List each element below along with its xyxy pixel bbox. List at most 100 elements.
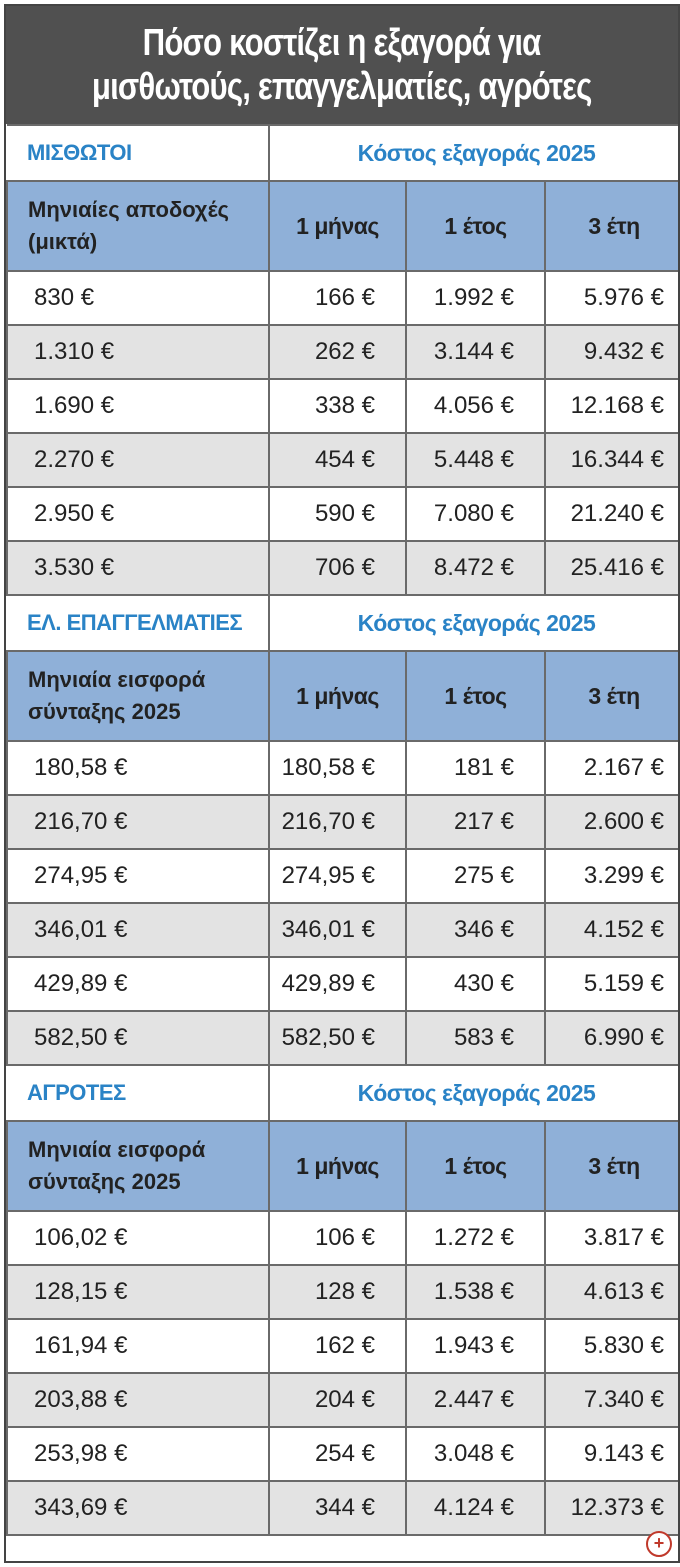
year-cost-cell: 3.144 € bbox=[405, 324, 546, 380]
year-cost-cell: 181 € bbox=[405, 740, 546, 796]
month-cost-cell: 274,95 € bbox=[268, 848, 407, 904]
base-header-line-1: Μηνιαίες αποδοχές bbox=[28, 197, 229, 222]
three-years-cost-cell: 7.340 € bbox=[544, 1372, 678, 1428]
month-cost-cell: 706 € bbox=[268, 540, 407, 596]
three-years-cost-cell: 5.976 € bbox=[544, 270, 678, 326]
base-amount-cell: 582,50 € bbox=[6, 1010, 270, 1066]
column-header-row: Μηνιαία εισφορά σύνταξης 2025 1 μήνας 1 έτο… bbox=[6, 650, 678, 742]
month-cost-cell: 106 € bbox=[268, 1210, 407, 1266]
base-amount-cell: 429,89 € bbox=[6, 956, 270, 1012]
base-amount-cell: 1.310 € bbox=[6, 324, 270, 380]
section-header-row: ΜΙΣΘΩΤΟΙ Κόστος εξαγοράς 2025 bbox=[7, 124, 678, 182]
base-amount-cell: 343,69 € bbox=[6, 1480, 270, 1536]
year-cost-cell: 8.472 € bbox=[405, 540, 546, 596]
year-cost-cell: 1.538 € bbox=[405, 1264, 546, 1320]
three-years-column-header: 3 έτη bbox=[544, 650, 678, 742]
three-years-column-header: 3 έτη bbox=[544, 1120, 678, 1212]
year-cost-cell: 1.272 € bbox=[405, 1210, 546, 1266]
column-header-row: Μηνιαίες αποδοχές (μικτά) 1 μήνας 1 έτος 3 έ… bbox=[6, 180, 678, 272]
month-column-header: 1 μήνας bbox=[268, 650, 407, 742]
three-years-column-header: 3 έτη bbox=[544, 180, 678, 272]
base-amount-cell: 3.530 € bbox=[6, 540, 270, 596]
base-amount-cell: 253,98 € bbox=[6, 1426, 270, 1482]
month-column-header: 1 μήνας bbox=[268, 1120, 407, 1212]
year-cost-cell: 430 € bbox=[405, 956, 546, 1012]
base-header-line-2: (μικτά) bbox=[28, 229, 98, 254]
base-amount-cell: 106,02 € bbox=[6, 1210, 270, 1266]
title-line-1: Πόσο κοστίζει η εξαγορά για bbox=[143, 22, 542, 64]
year-column-header: 1 έτος bbox=[405, 1120, 546, 1212]
month-cost-cell: 180,58 € bbox=[268, 740, 407, 796]
year-cost-cell: 2.447 € bbox=[405, 1372, 546, 1428]
three-years-cost-cell: 16.344 € bbox=[544, 432, 678, 488]
base-amount-cell: 346,01 € bbox=[6, 902, 270, 958]
three-years-cost-cell: 21.240 € bbox=[544, 486, 678, 542]
three-years-cost-cell: 3.817 € bbox=[544, 1210, 678, 1266]
year-column-header: 1 έτος bbox=[405, 650, 546, 742]
section-header-row: ΕΛ. ΕΠΑΓΓΕΛΜΑΤΙΕΣ Κόστος εξαγοράς 2025 bbox=[7, 594, 678, 652]
base-amount-cell: 830 € bbox=[6, 270, 270, 326]
three-years-cost-cell: 4.152 € bbox=[544, 902, 678, 958]
three-years-cost-cell: 25.416 € bbox=[544, 540, 678, 596]
section-header-row: ΑΓΡΟΤΕΣ Κόστος εξαγοράς 2025 bbox=[7, 1064, 678, 1122]
base-amount-cell: 2.270 € bbox=[6, 432, 270, 488]
table-row: 346,01 €346,01 €346 €4.152 € bbox=[6, 902, 678, 958]
three-years-cost-cell: 5.159 € bbox=[544, 956, 678, 1012]
year-column-header: 1 έτος bbox=[405, 180, 546, 272]
month-cost-cell: 204 € bbox=[268, 1372, 407, 1428]
infographic-title: Πόσο κοστίζει η εξαγορά για μισθωτούς, ε… bbox=[6, 6, 678, 124]
year-cost-cell: 4.056 € bbox=[405, 378, 546, 434]
table-row: 429,89 €429,89 €430 €5.159 € bbox=[6, 956, 678, 1012]
zoom-in-icon[interactable]: + bbox=[646, 1531, 672, 1557]
base-header-line-1: Μηνιαία εισφορά bbox=[28, 667, 206, 692]
base-amount-cell: 2.950 € bbox=[6, 486, 270, 542]
table-row: 582,50 €582,50 €583 €6.990 € bbox=[6, 1010, 678, 1066]
table-row: 161,94 €162 €1.943 €5.830 € bbox=[6, 1318, 678, 1374]
month-cost-cell: 254 € bbox=[268, 1426, 407, 1482]
month-cost-cell: 429,89 € bbox=[268, 956, 407, 1012]
base-header-line-1: Μηνιαία εισφορά bbox=[28, 1137, 206, 1162]
three-years-cost-cell: 6.990 € bbox=[544, 1010, 678, 1066]
table-row: 128,15 €128 €1.538 €4.613 € bbox=[6, 1264, 678, 1320]
base-amount-cell: 128,15 € bbox=[6, 1264, 270, 1320]
three-years-cost-cell: 3.299 € bbox=[544, 848, 678, 904]
base-amount-cell: 161,94 € bbox=[6, 1318, 270, 1374]
three-years-cost-cell: 2.600 € bbox=[544, 794, 678, 850]
column-header-row: Μηνιαία εισφορά σύνταξης 2025 1 μήνας 1 έτο… bbox=[6, 1120, 678, 1212]
month-cost-cell: 454 € bbox=[268, 432, 407, 488]
table-row: 343,69 €344 €4.124 €12.373 € bbox=[6, 1480, 678, 1536]
month-column-header: 1 μήνας bbox=[268, 180, 407, 272]
base-column-header: Μηνιαίες αποδοχές (μικτά) bbox=[6, 180, 270, 272]
cost-table: ΜΙΣΘΩΤΟΙ Κόστος εξαγοράς 2025 Μηνιαίες απο… bbox=[6, 124, 678, 1536]
month-cost-cell: 216,70 € bbox=[268, 794, 407, 850]
year-cost-cell: 5.448 € bbox=[405, 432, 546, 488]
cost-label: Κόστος εξαγοράς 2025 bbox=[269, 1064, 678, 1122]
table-row: 203,88 €204 €2.447 €7.340 € bbox=[6, 1372, 678, 1428]
month-cost-cell: 128 € bbox=[268, 1264, 407, 1320]
table-row: 1.310 €262 €3.144 €9.432 € bbox=[6, 324, 678, 380]
base-amount-cell: 180,58 € bbox=[6, 740, 270, 796]
base-header-line-2: σύνταξης 2025 bbox=[28, 699, 181, 724]
base-header-line-2: σύνταξης 2025 bbox=[28, 1169, 181, 1194]
year-cost-cell: 1.943 € bbox=[405, 1318, 546, 1374]
year-cost-cell: 217 € bbox=[405, 794, 546, 850]
table-row: 180,58 €180,58 €181 €2.167 € bbox=[6, 740, 678, 796]
month-cost-cell: 262 € bbox=[268, 324, 407, 380]
cost-label: Κόστος εξαγοράς 2025 bbox=[269, 124, 678, 182]
three-years-cost-cell: 9.432 € bbox=[544, 324, 678, 380]
base-amount-cell: 274,95 € bbox=[6, 848, 270, 904]
section-name: ΜΙΣΘΩΤΟΙ bbox=[7, 124, 270, 182]
base-column-header: Μηνιαία εισφορά σύνταξης 2025 bbox=[6, 650, 270, 742]
year-cost-cell: 346 € bbox=[405, 902, 546, 958]
year-cost-cell: 583 € bbox=[405, 1010, 546, 1066]
table-row: 830 €166 €1.992 €5.976 € bbox=[6, 270, 678, 326]
cost-label: Κόστος εξαγοράς 2025 bbox=[269, 594, 678, 652]
infographic: Πόσο κοστίζει η εξαγορά για μισθωτούς, ε… bbox=[4, 4, 680, 1563]
three-years-cost-cell: 2.167 € bbox=[544, 740, 678, 796]
section-name: ΑΓΡΟΤΕΣ bbox=[7, 1064, 270, 1122]
table-row: 274,95 €274,95 €275 €3.299 € bbox=[6, 848, 678, 904]
base-column-header: Μηνιαία εισφορά σύνταξης 2025 bbox=[6, 1120, 270, 1212]
year-cost-cell: 3.048 € bbox=[405, 1426, 546, 1482]
table-row: 2.950 €590 €7.080 €21.240 € bbox=[6, 486, 678, 542]
base-amount-cell: 203,88 € bbox=[6, 1372, 270, 1428]
